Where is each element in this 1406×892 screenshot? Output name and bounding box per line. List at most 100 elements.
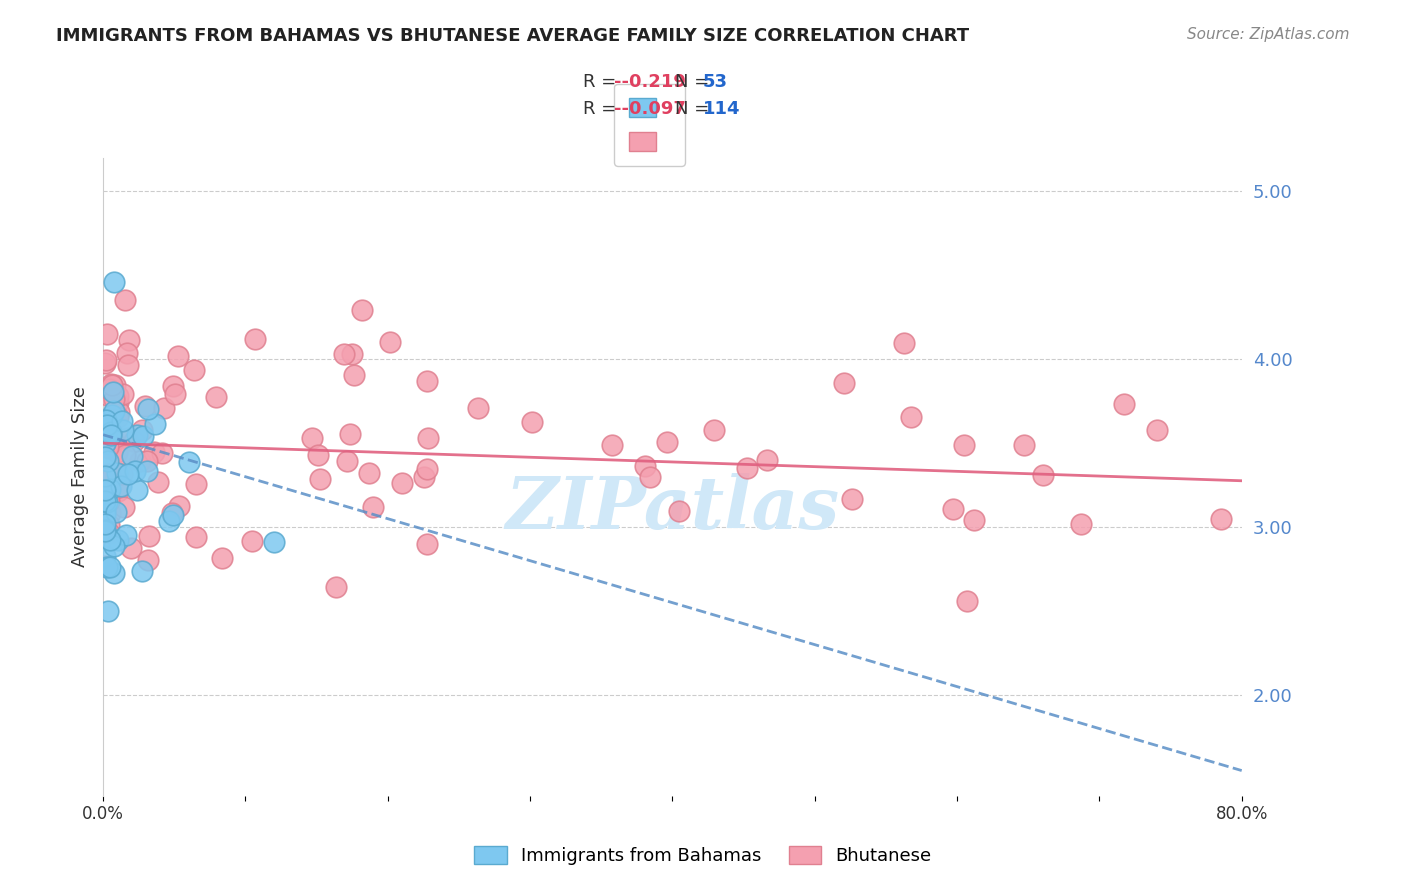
Point <box>893 336 915 351</box>
Text: IMMIGRANTS FROM BAHAMAS VS BHUTANESE AVERAGE FAMILY SIZE CORRELATION CHART: IMMIGRANTS FROM BAHAMAS VS BHUTANESE AVE… <box>56 27 969 45</box>
Point <box>107 533 129 548</box>
Point <box>96 559 118 574</box>
Point <box>900 410 922 425</box>
Point <box>467 401 489 415</box>
Point <box>307 448 329 462</box>
Text: R =: R = <box>583 73 623 91</box>
Point <box>101 477 124 491</box>
Point <box>96 440 118 454</box>
Point <box>361 500 384 514</box>
Point <box>143 444 166 458</box>
Point <box>1112 396 1135 410</box>
Point <box>98 482 121 496</box>
Point <box>1014 438 1036 452</box>
Point <box>118 333 141 347</box>
Point <box>138 402 160 417</box>
Point <box>103 539 125 553</box>
Point <box>96 327 118 342</box>
Point <box>308 472 330 486</box>
Point <box>114 500 136 514</box>
Point <box>117 467 139 481</box>
Point <box>416 375 439 389</box>
Text: ZIPatlas: ZIPatlas <box>505 473 839 544</box>
Point <box>301 431 323 445</box>
Point <box>655 435 678 450</box>
Point <box>416 431 439 445</box>
Point <box>98 428 121 442</box>
Point <box>110 479 132 493</box>
Point <box>143 417 166 431</box>
Text: Source: ZipAtlas.com: Source: ZipAtlas.com <box>1187 27 1350 42</box>
Point <box>97 467 120 481</box>
Text: N =: N = <box>675 73 714 91</box>
Point <box>107 409 129 424</box>
Point <box>93 516 115 531</box>
Point <box>103 384 125 399</box>
Point <box>104 468 127 483</box>
Point <box>112 387 135 401</box>
Point <box>94 483 117 497</box>
Point <box>115 528 138 542</box>
Point <box>93 356 115 370</box>
Point <box>103 403 125 417</box>
Point <box>841 491 863 506</box>
Point <box>115 430 138 444</box>
Text: R =: R = <box>583 100 623 118</box>
Point <box>111 414 134 428</box>
Point <box>100 408 122 422</box>
Point <box>134 399 156 413</box>
Legend: Immigrants from Bahamas, Bhutanese: Immigrants from Bahamas, Bhutanese <box>465 837 941 874</box>
Text: --0.219: --0.219 <box>614 73 686 91</box>
Point <box>342 347 364 361</box>
Point <box>94 426 117 441</box>
Point <box>100 428 122 442</box>
Point <box>638 469 661 483</box>
Point <box>136 552 159 566</box>
Point <box>1070 516 1092 531</box>
Point <box>131 565 153 579</box>
Point <box>103 275 125 289</box>
Point <box>93 493 115 508</box>
Point <box>94 507 117 521</box>
Point <box>163 386 186 401</box>
Point <box>94 413 117 427</box>
Point <box>98 533 121 547</box>
Point <box>339 426 361 441</box>
Point <box>107 483 129 498</box>
Point <box>157 514 180 528</box>
Point <box>148 475 170 489</box>
Point <box>94 504 117 518</box>
Point <box>103 392 125 406</box>
Point <box>104 378 127 392</box>
Point <box>942 502 965 516</box>
Point <box>97 525 120 540</box>
Point <box>120 541 142 556</box>
Point <box>96 417 118 432</box>
Text: 114: 114 <box>703 100 741 118</box>
Point <box>100 471 122 485</box>
Text: 53: 53 <box>703 73 728 91</box>
Point <box>94 524 117 539</box>
Point <box>128 453 150 467</box>
Point <box>391 475 413 490</box>
Point <box>100 376 122 391</box>
Point <box>107 444 129 458</box>
Point <box>107 389 129 403</box>
Point <box>117 359 139 373</box>
Point <box>136 464 159 478</box>
Point <box>243 332 266 346</box>
Point <box>634 458 657 473</box>
Point <box>416 462 439 476</box>
Point <box>108 479 131 493</box>
Point <box>117 345 139 359</box>
Point <box>336 454 359 468</box>
Point <box>97 518 120 533</box>
Point <box>98 382 121 396</box>
Point <box>114 448 136 462</box>
Point <box>834 376 856 391</box>
Point <box>352 303 374 318</box>
Point <box>136 454 159 468</box>
Point <box>124 464 146 478</box>
Point <box>93 474 115 488</box>
Point <box>96 495 118 509</box>
